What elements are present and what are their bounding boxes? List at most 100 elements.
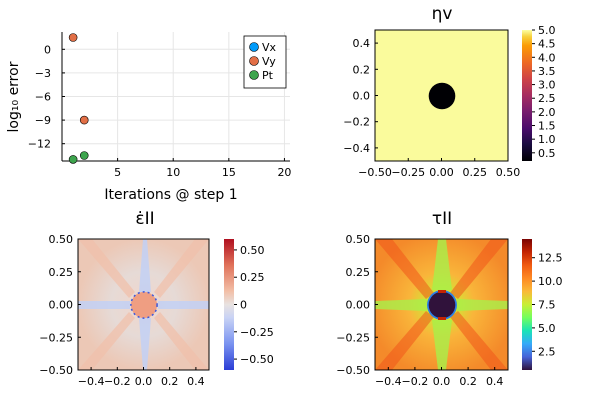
y-tick-label: 0.0 [353, 90, 371, 103]
y-tick-label: −0.50 [39, 364, 73, 377]
point-vy [68, 33, 78, 42]
x-tick-label: 0.25 [463, 166, 488, 179]
y-tick-label: −12 [28, 138, 51, 151]
colorbar-tick-label: 1.0 [538, 133, 556, 146]
colorbar-tick-label: 3.5 [538, 65, 556, 78]
lobe-bottom [432, 320, 452, 370]
x-tick-label: −0.2 [104, 375, 131, 388]
lobe-bottom [139, 318, 151, 370]
colorbar-tick-label: 4.0 [538, 51, 556, 64]
lobe-diag-3 [78, 312, 135, 370]
colorbar-tick-label: 0.25 [240, 271, 265, 284]
y-tick-label: −0.50 [336, 364, 370, 377]
inclusion [428, 291, 456, 319]
y-tick-label: 0.50 [49, 233, 74, 246]
lobe-top [432, 239, 452, 290]
colorbar-tick-label: 0.50 [240, 244, 265, 257]
y-tick-label: 0.00 [49, 299, 74, 312]
panel-title: ε̇II [135, 209, 154, 229]
panel-title: ηv [432, 4, 453, 24]
colorbar-tick-label: 3.0 [538, 79, 556, 92]
colorbar-tick-label: 0.5 [538, 147, 556, 160]
x-ticks: −0.50 −0.25 0.00 0.25 0.50 [358, 158, 520, 179]
colorbar-tick-label: 0 [240, 299, 247, 312]
viscosity-heatmap: ηv −0.50 −0.25 0.00 0.25 0.50 0.4 0.2 0.0 −0.2 −… [343, 4, 555, 179]
y-ticks: 0 −3 −6 −9 −12 [28, 43, 65, 151]
colorbar-ticks: 0.50 0.25 0 −0.25 −0.50 [234, 244, 274, 366]
x-axis-label: Iterations @ step 1 [104, 187, 237, 203]
y-tick-label: 0.25 [346, 266, 371, 279]
point-pt [68, 155, 78, 164]
panel-title: τII [432, 209, 452, 229]
x-tick-label: −0.4 [375, 375, 402, 388]
rim-hotspot-bottom [438, 317, 446, 320]
legend-label-vy: Vy [262, 55, 276, 68]
y-tick-label: 0.4 [353, 37, 371, 50]
x-tick-label: −0.25 [391, 166, 425, 179]
colorbar-tick-label: 2.5 [538, 345, 556, 358]
y-ticks: 0.4 0.2 0.0 −0.2 −0.4 [343, 37, 378, 155]
colorbar-tick-label: 10.0 [538, 275, 563, 288]
y-ticks: 0.50 0.25 0.00 −0.25 −0.50 [39, 233, 81, 377]
y-tick-label: −9 [35, 114, 51, 127]
x-tick-label: 0.4 [486, 375, 504, 388]
x-tick-label: −0.2 [402, 375, 429, 388]
colorbar [522, 30, 532, 161]
y-tick-label: −0.2 [343, 116, 370, 129]
lobe-diag-3 [375, 311, 434, 370]
lobe-diag-2 [154, 239, 209, 298]
lobe-diag-4 [450, 311, 508, 370]
colorbar-tick-label: 2.0 [538, 106, 556, 119]
colorbar-tick-label: 12.5 [538, 252, 563, 265]
colorbar-tick-label: 5.0 [538, 322, 556, 335]
lobe-diag-1 [78, 239, 135, 298]
colorbar-tick-label: −0.50 [240, 353, 274, 366]
colorbar [224, 239, 234, 370]
y-tick-label: −3 [35, 67, 51, 80]
x-tick-label: 10 [166, 166, 180, 179]
x-tick-label: 0.2 [459, 375, 477, 388]
x-ticks: 5 10 15 20 [114, 158, 291, 179]
legend-marker-pt [249, 70, 259, 80]
heatmap-field [375, 239, 508, 370]
y-tick-label: −0.25 [39, 331, 73, 344]
x-tick-label: 0.0 [135, 375, 153, 388]
lobe-diag-4 [154, 312, 209, 370]
y-tick-label: 0.50 [346, 233, 371, 246]
x-tick-label: 5 [114, 166, 121, 179]
y-tick-label: −0.4 [343, 142, 370, 155]
inclusion [428, 82, 456, 110]
colorbar-ticks: 5.04.54.03.53.02.52.01.51.00.5 [532, 24, 556, 160]
x-tick-label: 0.0 [433, 375, 451, 388]
lobe-left [375, 299, 427, 311]
y-tick-label: 0.25 [49, 266, 74, 279]
legend-marker-vy [249, 56, 259, 66]
convergence-plot: 5 10 15 20 0 −3 −6 −9 −12 Iterations @ step 1 l… [6, 32, 291, 203]
lobe-diag-2 [450, 239, 508, 299]
rim-hotspot-top [438, 290, 446, 293]
y-tick-label: −0.25 [336, 331, 370, 344]
y-axis-label: log₁₀ error [6, 61, 22, 132]
x-tick-label: 20 [277, 166, 291, 179]
y-tick-label: 0 [44, 43, 51, 56]
x-tick-label: 0.50 [496, 166, 521, 179]
heatmap-field [78, 239, 209, 370]
point-pt [79, 151, 89, 160]
legend-label-vx: Vx [262, 41, 277, 54]
legend-label-pt: Pt [262, 69, 274, 82]
x-tick-label: 0.00 [429, 166, 454, 179]
lobe-left [78, 301, 130, 309]
y-tick-label: 0.2 [353, 63, 371, 76]
y-tick-label: −6 [35, 91, 51, 104]
x-tick-label: −0.4 [78, 375, 105, 388]
colorbar-tick-label: 2.5 [538, 92, 556, 105]
colorbar-tick-label: −0.25 [240, 326, 274, 339]
colorbar-ticks: 12.5 10.0 7.5 5.0 2.5 [532, 252, 563, 358]
colorbar-tick-label: 5.0 [538, 24, 556, 37]
y-ticks: 0.50 0.25 0.00 −0.25 −0.50 [336, 233, 378, 377]
x-tick-label: 15 [222, 166, 236, 179]
strain-rate-heatmap: ε̇II −0.4 −0.2 0.0 0.2 0.4 0.50 0.25 0.00 −0.25… [39, 209, 273, 388]
legend-marker-vx [249, 42, 259, 52]
